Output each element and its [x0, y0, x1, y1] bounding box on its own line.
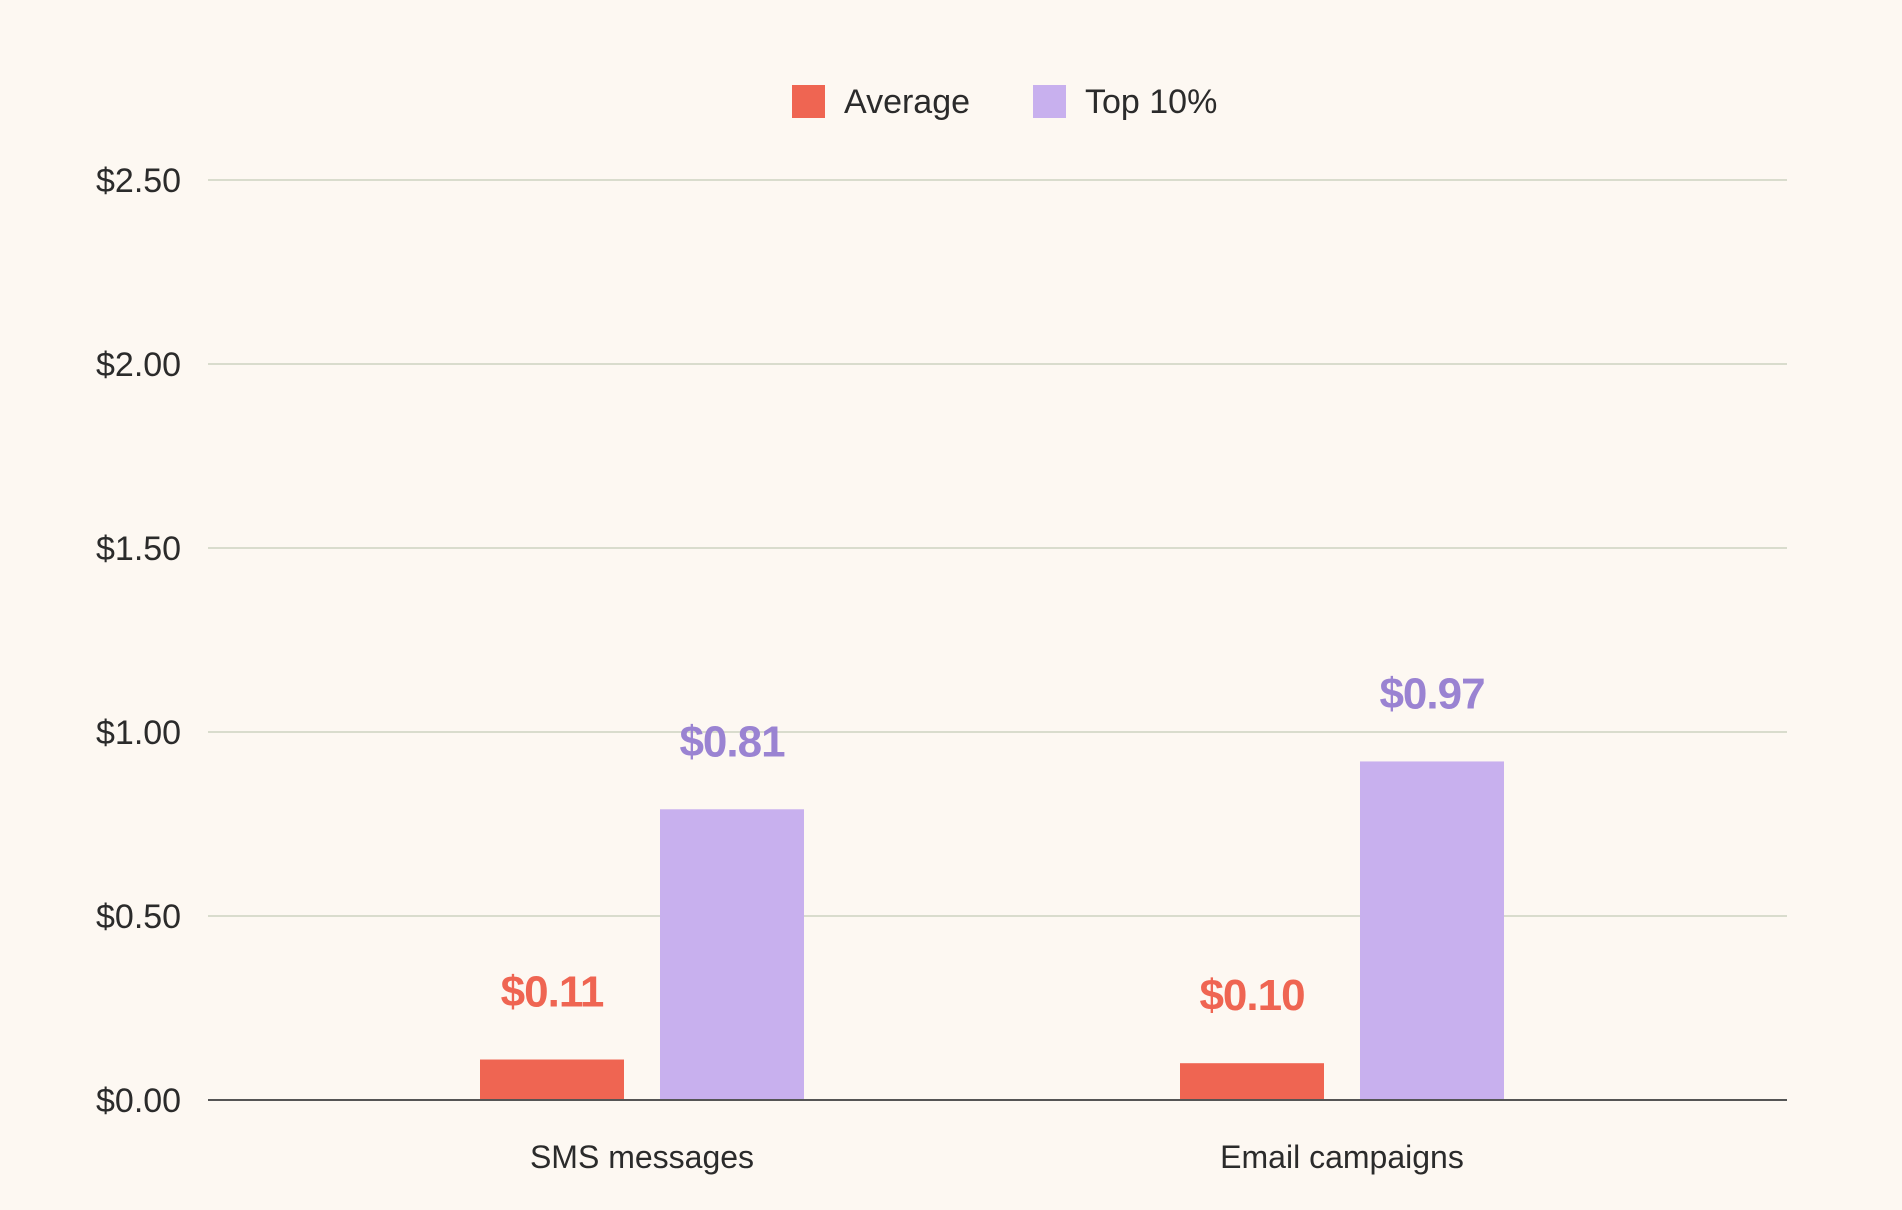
bar-top-10--sms-messages: [660, 809, 804, 1100]
y-tick-label: $2.00: [96, 346, 181, 384]
legend-label: Top 10%: [1085, 83, 1217, 121]
bar-average-email-campaigns: [1180, 1063, 1324, 1100]
data-label: $0.97: [1379, 669, 1484, 718]
x-axis-category-labels: SMS messages Email campaigns: [530, 1139, 1464, 1175]
x-category-label: Email campaigns: [1220, 1139, 1464, 1175]
legend-label: Average: [844, 83, 970, 121]
y-axis-tick-labels: $0.00 $0.50 $1.00 $1.50 $2.00 $2.50: [96, 162, 181, 1120]
legend: Average Top 10%: [792, 83, 1217, 121]
y-tick-label: $1.50: [96, 530, 181, 568]
y-tick-label: $2.50: [96, 162, 181, 200]
gridlines: [208, 179, 1787, 917]
bar-top-10--email-campaigns: [1360, 761, 1504, 1100]
x-category-label: SMS messages: [530, 1139, 754, 1175]
data-labels: $0.11 $0.81 $0.10 $0.97: [501, 669, 1486, 1020]
y-tick-label: $1.00: [96, 714, 181, 752]
legend-swatch: [792, 85, 825, 118]
data-label: $0.10: [1199, 971, 1304, 1020]
y-tick-label: $0.00: [96, 1082, 181, 1120]
data-label: $0.81: [679, 717, 785, 766]
data-label: $0.11: [501, 968, 604, 1017]
bars: [480, 761, 1504, 1100]
bar-average-sms-messages: [480, 1059, 624, 1100]
legend-swatch: [1033, 85, 1066, 118]
y-tick-label: $0.50: [96, 898, 181, 936]
